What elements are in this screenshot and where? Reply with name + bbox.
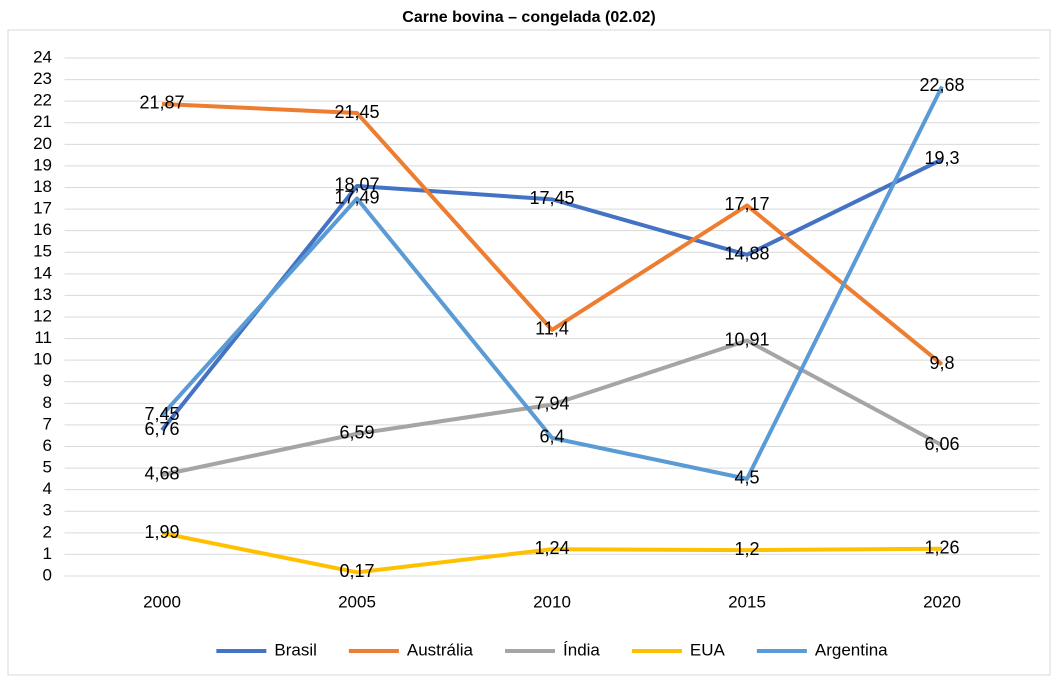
data-label: 0,17 [339, 561, 374, 581]
data-label: 1,99 [144, 522, 179, 542]
chart-border [7, 29, 1051, 676]
y-tick-label: 7 [43, 414, 52, 433]
y-tick-label: 13 [33, 285, 52, 304]
series-line [161, 101, 944, 367]
legend-label: Índia [563, 640, 600, 659]
y-tick-label: 14 [33, 263, 52, 282]
data-label: 10,91 [724, 329, 769, 349]
data-label: 1,26 [924, 538, 959, 558]
y-tick-label: 9 [43, 371, 52, 390]
data-label: 7,45 [144, 404, 179, 424]
series-line [160, 157, 943, 432]
y-tick-label: 20 [33, 134, 52, 153]
series-line [161, 338, 943, 477]
legend-label: Argentina [815, 640, 888, 659]
y-tick-label: 15 [33, 242, 52, 261]
legend-label: EUA [690, 640, 726, 659]
x-tick-label: 2020 [923, 592, 961, 611]
y-tick-label: 10 [33, 350, 52, 369]
data-label: 21,45 [334, 102, 379, 122]
y-tick-label: 4 [43, 479, 52, 498]
data-label: 6,59 [339, 423, 374, 443]
y-tick-label: 16 [33, 220, 52, 239]
y-tick-label: 8 [43, 393, 52, 412]
y-tick-label: 12 [33, 306, 52, 325]
legend: Brasil Austrália Índia EUA Argentina [216, 640, 888, 659]
chart-title: Carne bovina – congelada (02.02) [402, 9, 655, 26]
series-line [160, 85, 944, 481]
data-label: 6,06 [924, 434, 959, 454]
y-tick-label: 19 [33, 155, 52, 174]
data-label: 22,68 [919, 75, 964, 95]
legend-label: Austrália [407, 640, 474, 659]
data-label: 19,3 [924, 148, 959, 168]
y-tick-label: 2 [43, 522, 52, 541]
y-tick-label: 24 [33, 47, 52, 66]
data-label: 18,07 [334, 175, 379, 195]
legend-label: Brasil [274, 640, 317, 659]
series-line [161, 531, 943, 575]
data-label: 11,4 [535, 319, 569, 339]
y-tick-label: 6 [43, 436, 52, 455]
y-tick-label: 11 [34, 328, 52, 347]
data-label: 9,8 [929, 353, 954, 373]
x-tick-label: 2005 [338, 592, 376, 611]
data-label: 14,88 [724, 244, 769, 264]
y-tick-label: 0 [43, 565, 52, 584]
data-label: 1,24 [534, 538, 569, 558]
data-label: 6,4 [539, 427, 564, 447]
y-tick-label: 18 [33, 177, 52, 196]
x-tick-label: 2000 [143, 592, 181, 611]
y-tick-label: 3 [43, 501, 52, 520]
y-tick-label: 22 [33, 91, 52, 110]
x-tick-label: 2010 [533, 592, 571, 611]
data-label: 7,94 [534, 393, 569, 413]
data-label: 21,87 [139, 93, 184, 113]
data-label: 4,5 [734, 468, 759, 488]
y-tick-label: 1 [43, 544, 52, 563]
x-tick-label: 2015 [728, 592, 766, 611]
y-tick-label: 21 [33, 112, 52, 131]
data-label: 4,68 [144, 464, 179, 484]
data-label: 1,2 [734, 539, 759, 559]
data-label: 6,76 [144, 419, 179, 439]
data-label: 17,49 [334, 187, 379, 207]
y-tick-label: 17 [33, 199, 52, 218]
data-label: 17,45 [529, 188, 574, 208]
y-tick-label: 23 [33, 69, 52, 88]
y-tick-label: 5 [43, 458, 52, 477]
data-label: 17,17 [724, 194, 769, 214]
